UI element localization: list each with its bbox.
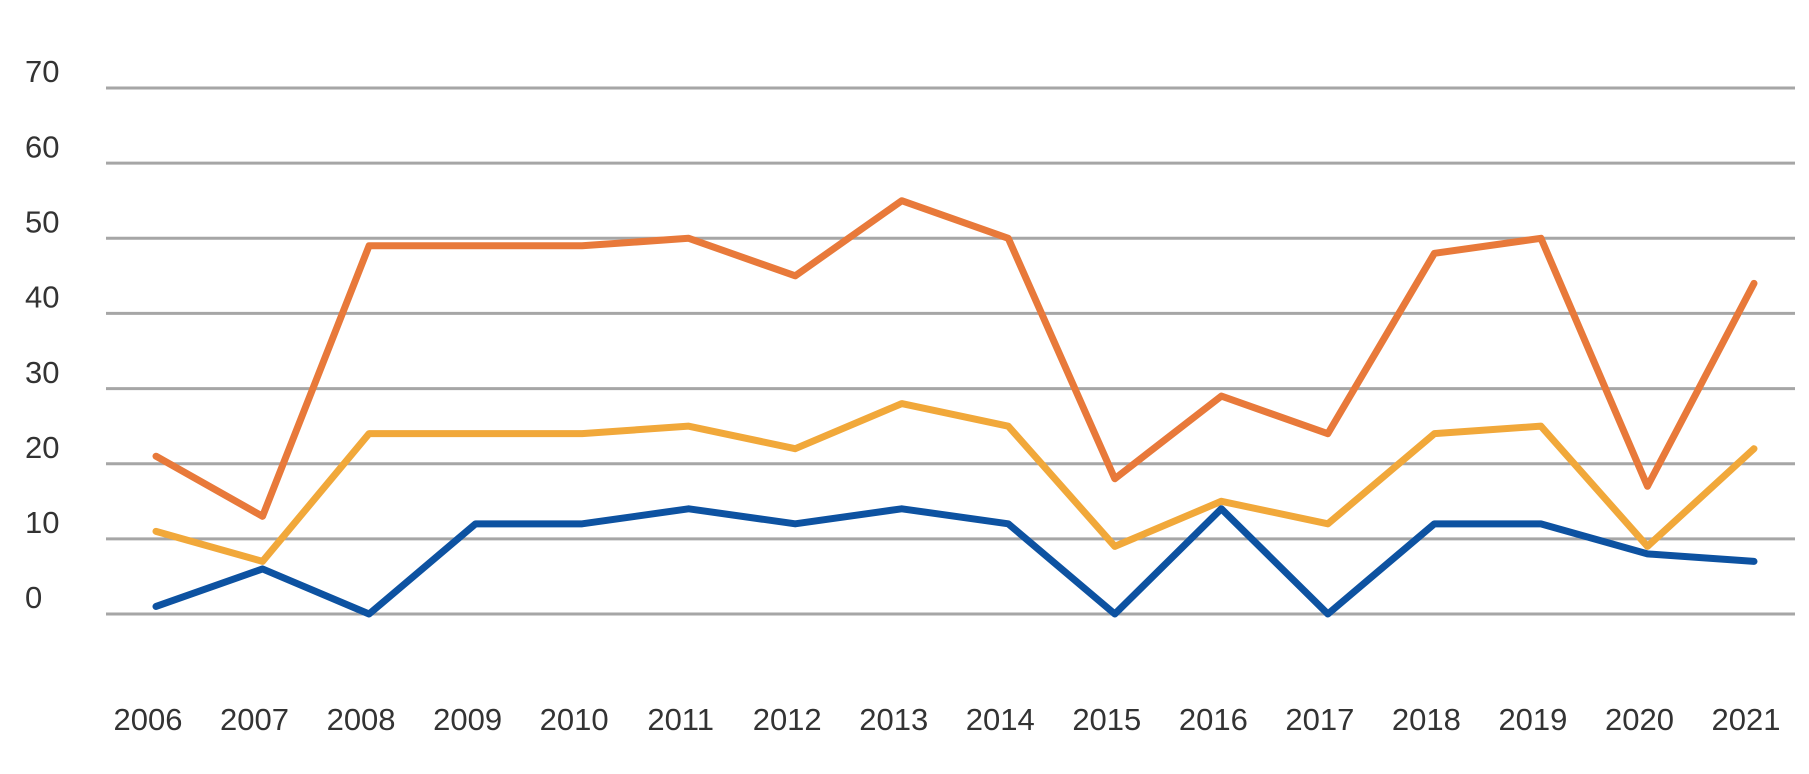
x-tick-label: 2020 <box>1605 702 1674 737</box>
x-tick-label: 2017 <box>1285 702 1354 737</box>
y-tick-label: 60 <box>25 129 59 164</box>
data-line <box>152 505 1758 618</box>
y-tick-label: 50 <box>25 204 59 239</box>
x-tick-label: 2015 <box>1072 702 1141 737</box>
data-line <box>152 197 1758 520</box>
x-tick-label: 2012 <box>753 702 822 737</box>
y-tick-label: 70 <box>25 54 59 89</box>
x-tick-label: 2008 <box>327 702 396 737</box>
x-tick-label: 2019 <box>1498 702 1567 737</box>
x-tick-label: 2016 <box>1179 702 1248 737</box>
x-tick-label: 2010 <box>540 702 609 737</box>
x-tick-label: 2014 <box>966 702 1035 737</box>
x-tick-label: 2021 <box>1712 702 1781 737</box>
y-tick-label: 30 <box>25 355 59 390</box>
x-tick-label: 2009 <box>433 702 502 737</box>
x-tick-label: 2007 <box>220 702 289 737</box>
y-tick-label: 20 <box>25 430 59 465</box>
y-tick-label: 0 <box>25 580 42 615</box>
x-tick-label: 2013 <box>859 702 928 737</box>
y-tick-label: 10 <box>25 505 59 540</box>
x-tick-label: 2018 <box>1392 702 1461 737</box>
x-tick-label: 2011 <box>647 702 714 737</box>
data-line <box>152 400 1758 565</box>
x-tick-label: 2006 <box>114 702 183 737</box>
y-tick-label: 40 <box>25 280 59 315</box>
